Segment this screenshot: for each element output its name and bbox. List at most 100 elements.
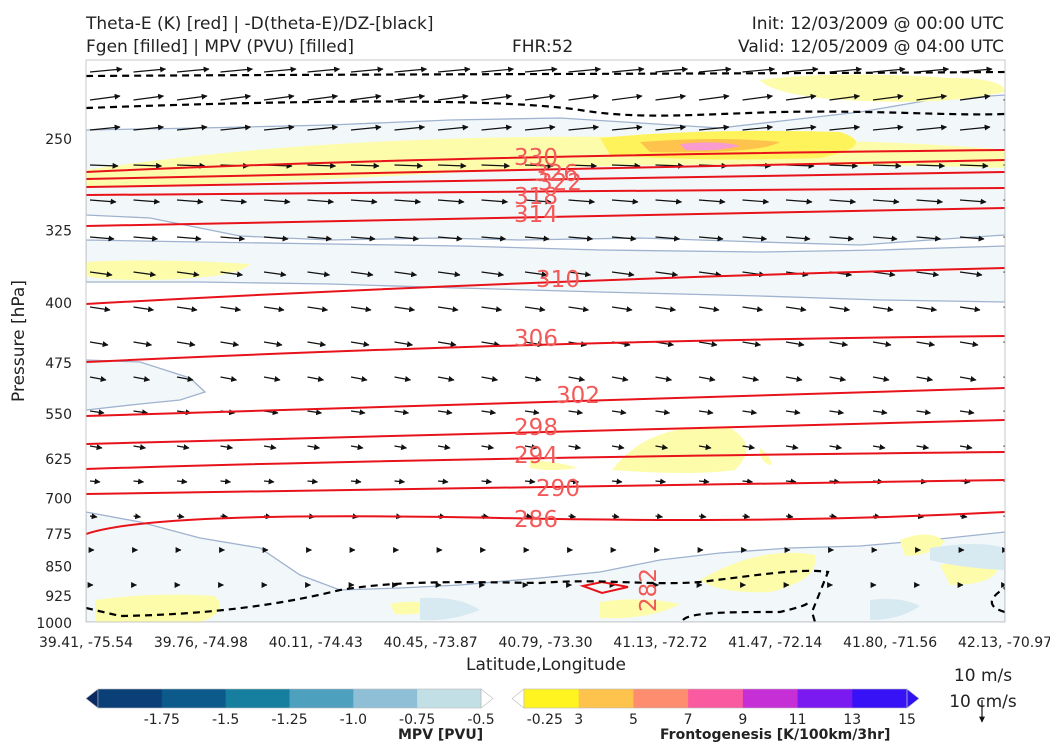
fgen-colorbar: 3 5 7 9 11 13 15 — [511, 688, 920, 728]
wind-vector — [89, 198, 117, 205]
wind-vector — [916, 66, 950, 73]
colorbar-extend-right — [906, 688, 920, 709]
wind-vector — [785, 235, 811, 242]
wind-vector — [263, 376, 281, 382]
colorbar-tick-label: 11 — [789, 712, 807, 728]
wind-vector — [916, 341, 936, 348]
wind-vector — [568, 162, 598, 169]
wind-vector — [611, 478, 623, 485]
wind-reference-vector-label: 10 m/s — [954, 666, 1012, 686]
wind-vector — [829, 93, 861, 101]
wind-vector — [698, 93, 730, 101]
theta-e-contour-line — [86, 187, 1005, 196]
wind-vector — [350, 444, 364, 451]
wind-vector — [133, 513, 142, 520]
x-tick-label: 40.11, -74.43 — [269, 635, 363, 651]
colorbar-swatch — [225, 689, 290, 708]
theta-e-label: 294 — [514, 443, 558, 469]
wind-vector — [394, 271, 418, 278]
wind-vector — [872, 124, 904, 131]
wind-vector — [959, 124, 991, 131]
wind-vector — [89, 444, 103, 451]
wind-vector — [698, 306, 720, 313]
fgen-region-5 — [760, 74, 1005, 102]
colorbar-tick-label: -1.5 — [212, 712, 239, 728]
colorbar-tick-label: -0.25 — [527, 712, 563, 728]
wind-vector — [89, 513, 98, 520]
theta-e-label: 286 — [514, 507, 558, 533]
wind-vector — [437, 162, 467, 169]
wind-vector — [220, 306, 242, 313]
wind-vector — [133, 162, 163, 169]
wind-vector — [611, 235, 637, 242]
wind-vector — [350, 66, 384, 73]
wind-vector — [1003, 236, 1005, 238]
wind-vector — [742, 124, 774, 131]
wind-vector — [1003, 341, 1005, 343]
wind-vector — [394, 444, 408, 451]
mpv-colorbar: -1.75 -1.5 -1.25 -1.0 -0.75 -0.5 -0.25 — [85, 688, 563, 728]
wind-vector — [959, 376, 977, 382]
wind-vector — [916, 124, 948, 131]
theta-e-label: 290 — [536, 476, 580, 502]
wind-vector — [524, 376, 542, 382]
wind-vector — [524, 198, 552, 205]
wind-vector — [350, 124, 382, 131]
wind-vector — [698, 66, 732, 73]
wind-vector — [568, 66, 602, 73]
colorbar-tick-label: 7 — [684, 712, 693, 728]
wind-vector — [481, 124, 513, 131]
wind-vector — [524, 66, 558, 73]
theta-e-label: 314 — [514, 202, 558, 228]
wind-vector — [437, 478, 449, 485]
wind-vector — [872, 198, 900, 205]
y-tick-label: 400 — [45, 296, 72, 312]
wind-vector — [220, 271, 244, 278]
wind-vector — [220, 124, 252, 131]
wind-vector — [220, 444, 234, 451]
wind-vector — [133, 478, 145, 485]
wind-vector — [176, 235, 202, 242]
wind-vector — [959, 341, 979, 348]
stability-contour-line — [86, 70, 1005, 78]
theta-e-label: 302 — [556, 383, 600, 409]
init-time: Init: 12/03/2009 @ 00:00 UTC — [751, 14, 1004, 34]
theta-e-label: 310 — [536, 267, 580, 293]
wind-vector — [263, 306, 285, 313]
wind-vector — [785, 376, 803, 382]
stability-contour-line — [86, 100, 1005, 117]
wind-vector — [742, 93, 774, 101]
wind-vector — [220, 341, 240, 348]
wind-vector — [611, 513, 620, 520]
wind-vector — [220, 513, 229, 520]
wind-vector — [176, 341, 196, 348]
wind-vector — [872, 306, 894, 313]
wind-vector — [524, 306, 546, 313]
y-tick-label: 850 — [45, 559, 72, 575]
wind-vector — [829, 235, 855, 242]
wind-vector — [742, 235, 768, 242]
wind-vector — [133, 124, 165, 131]
wind-vector — [263, 271, 287, 278]
wind-vector — [785, 341, 805, 348]
theta-e-contour-line — [86, 387, 1005, 417]
wind-vector — [698, 124, 730, 131]
wind-vector — [263, 66, 297, 73]
y-tick-label: 700 — [45, 491, 72, 507]
wind-vector — [481, 271, 505, 278]
wind-vector — [655, 66, 689, 73]
wind-vector — [437, 444, 451, 451]
wind-vector — [307, 93, 339, 101]
stability-contour-line — [990, 587, 1005, 614]
colorbar-swatch — [852, 689, 908, 708]
wind-vector — [785, 444, 799, 451]
colorbar-extend-left — [511, 688, 525, 709]
wind-vector — [698, 235, 724, 242]
theta-e-label: 322 — [538, 170, 582, 196]
wind-vector — [437, 306, 459, 313]
wind-vector — [872, 376, 890, 382]
wind-vector — [133, 235, 159, 242]
x-tick-label: 41.47, -72.14 — [728, 635, 822, 651]
wind-vector — [959, 93, 991, 101]
wind-vector — [1003, 199, 1005, 201]
